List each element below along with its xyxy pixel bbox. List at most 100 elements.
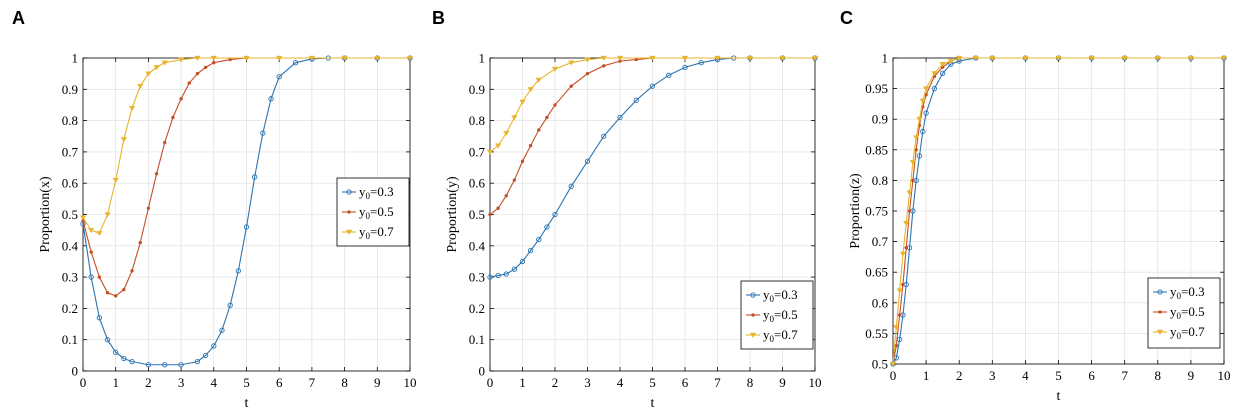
data-point [195, 71, 200, 76]
legend-label-value: =0.3 [774, 287, 798, 302]
y-tick-label: 0.3 [62, 270, 78, 285]
x-tick-label: 9 [779, 375, 786, 390]
data-point [919, 98, 926, 104]
x-tick-label: 6 [682, 375, 689, 390]
y-axis-label: Proportion(y) [445, 176, 460, 253]
y-tick-label: 0.65 [865, 265, 888, 280]
data-point [105, 291, 110, 295]
x-tick-label: 7 [309, 375, 316, 390]
legend-label-value: =0.5 [774, 307, 798, 322]
legend-label: y0=0.5 [1170, 304, 1205, 321]
y-tick-label: 0.9 [469, 82, 485, 97]
x-tick-label: 7 [1121, 368, 1128, 383]
data-point [551, 66, 559, 72]
panel-letter: A [12, 8, 25, 28]
data-point [145, 362, 152, 368]
data-point [96, 315, 103, 321]
x-tick-label: 0 [890, 368, 897, 383]
legend-label: y0=0.7 [359, 224, 394, 241]
data-point [219, 327, 225, 333]
data-point [202, 352, 209, 358]
x-tick-label: 4 [211, 375, 218, 390]
data-point [308, 55, 316, 61]
data-point [137, 84, 144, 90]
data-point [177, 57, 185, 63]
x-tick-label: 2 [552, 375, 559, 390]
y-tick-label: 0.9 [62, 82, 78, 97]
data-point [163, 140, 167, 145]
data-point [153, 65, 160, 71]
legend-label-base: y [763, 307, 770, 322]
legend-label: y0=0.3 [1170, 284, 1205, 301]
x-tick-label: 1 [923, 368, 930, 383]
data-point [121, 355, 127, 362]
data-point [649, 55, 656, 61]
data-point [939, 61, 946, 68]
data-point [113, 349, 119, 355]
data-point [896, 288, 903, 294]
data-point [633, 97, 639, 103]
y-tick-label: 0.85 [865, 142, 888, 157]
data-point [154, 172, 159, 176]
legend-label-subscript: 0 [1177, 291, 1182, 301]
data-point [128, 105, 136, 111]
data-point [122, 287, 126, 292]
x-tick-label: 3 [989, 368, 996, 383]
legend-entry: y0=0.5 [1153, 304, 1205, 321]
data-point [568, 183, 574, 189]
legend-entry: y0=0.3 [1153, 284, 1205, 301]
x-tick-label: 1 [112, 375, 119, 390]
data-point [569, 84, 573, 88]
series-3 [889, 55, 1228, 367]
legend-label-value: =0.7 [1181, 324, 1205, 339]
y-tick-label: 0.9 [872, 112, 888, 127]
data-point [520, 159, 525, 164]
legend-marker [1156, 329, 1164, 335]
legend-entry: y0=0.5 [746, 307, 798, 324]
x-tick-label: 8 [747, 375, 754, 390]
x-tick-label: 9 [1188, 368, 1195, 383]
panel-letter: C [840, 8, 853, 28]
x-tick-label: 8 [1155, 368, 1162, 383]
legend-label-subscript: 0 [1177, 331, 1182, 341]
data-point [406, 55, 414, 61]
y-tick-label: 0.4 [469, 238, 486, 253]
data-point [601, 133, 607, 139]
data-point [923, 110, 929, 116]
y-tick-label: 0.6 [469, 176, 486, 191]
x-tick-label: 4 [617, 375, 624, 390]
data-point [511, 266, 518, 272]
panel-letter: B [432, 8, 445, 28]
data-point [511, 115, 518, 121]
legend-label-subscript: 0 [770, 294, 775, 304]
data-point [243, 224, 250, 230]
legend-marker [346, 189, 352, 195]
legend-label-value: =0.3 [370, 184, 394, 199]
data-point [617, 114, 623, 121]
y-tick-label: 0.5 [469, 207, 485, 222]
data-point [519, 99, 526, 105]
data-point [227, 302, 233, 308]
y-tick-label: 0.7 [469, 144, 486, 159]
data-point [552, 211, 558, 218]
data-point [903, 221, 910, 227]
y-tick-label: 0.3 [469, 270, 485, 285]
data-point [104, 337, 111, 343]
legend: y0=0.3y0=0.5y0=0.7 [1147, 277, 1221, 349]
y-axis-label: Proportion(x) [38, 176, 53, 253]
y-tick-label: 0.5 [872, 357, 888, 372]
data-point [911, 178, 915, 183]
series-line [489, 57, 815, 278]
data-point [989, 55, 996, 61]
data-point [909, 159, 917, 165]
data-point [585, 71, 590, 76]
legend-marker [751, 313, 755, 317]
data-point [194, 55, 201, 61]
legend-label-base: y [1170, 284, 1177, 299]
x-tick-label: 1 [519, 375, 526, 390]
x-tick-label: 9 [374, 375, 381, 390]
data-point [503, 271, 509, 277]
data-point [899, 251, 907, 257]
legend-label-base: y [763, 327, 770, 342]
data-point [161, 60, 168, 66]
